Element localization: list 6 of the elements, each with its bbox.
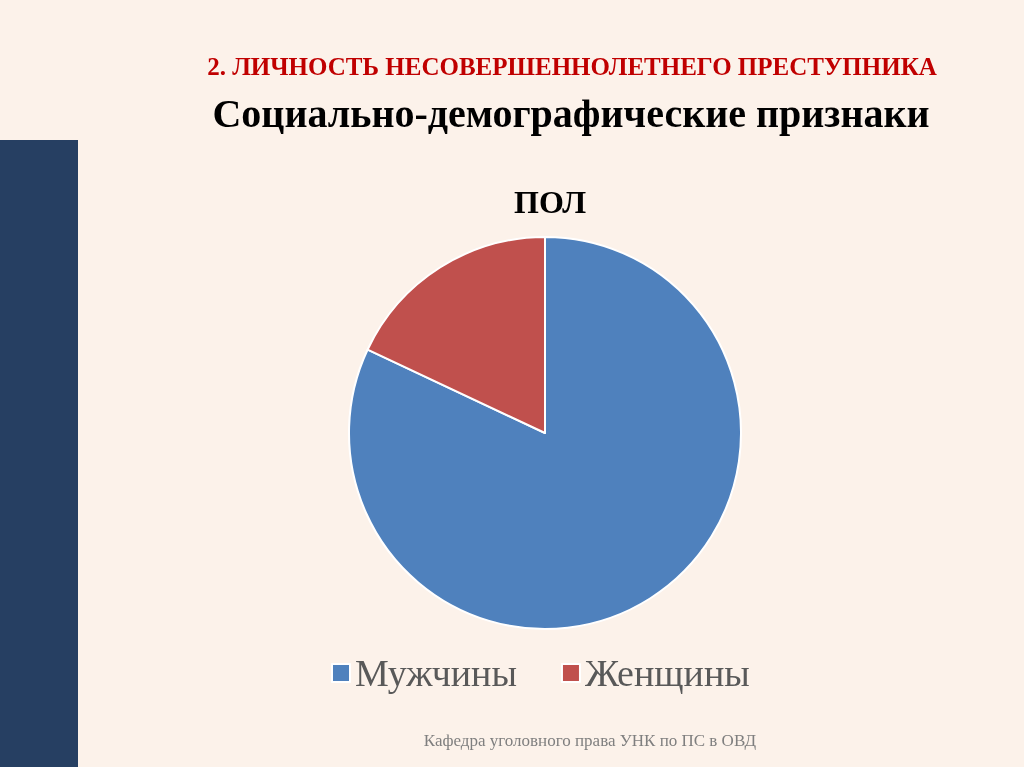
text: Кафедра уголовного права УНК по ПС в ОВД	[423, 731, 757, 750]
legend-label: Мужчины	[355, 652, 517, 694]
legend-label: Женщины	[584, 652, 750, 694]
text: 2. ЛИЧНОСТЬ НЕСОВЕРШЕННОЛЕТНЕГО ПРЕСТУПНИКА	[207, 53, 937, 80]
chart-title: ПОЛ	[513, 184, 587, 220]
text: Социально-демографические признаки	[212, 90, 930, 136]
